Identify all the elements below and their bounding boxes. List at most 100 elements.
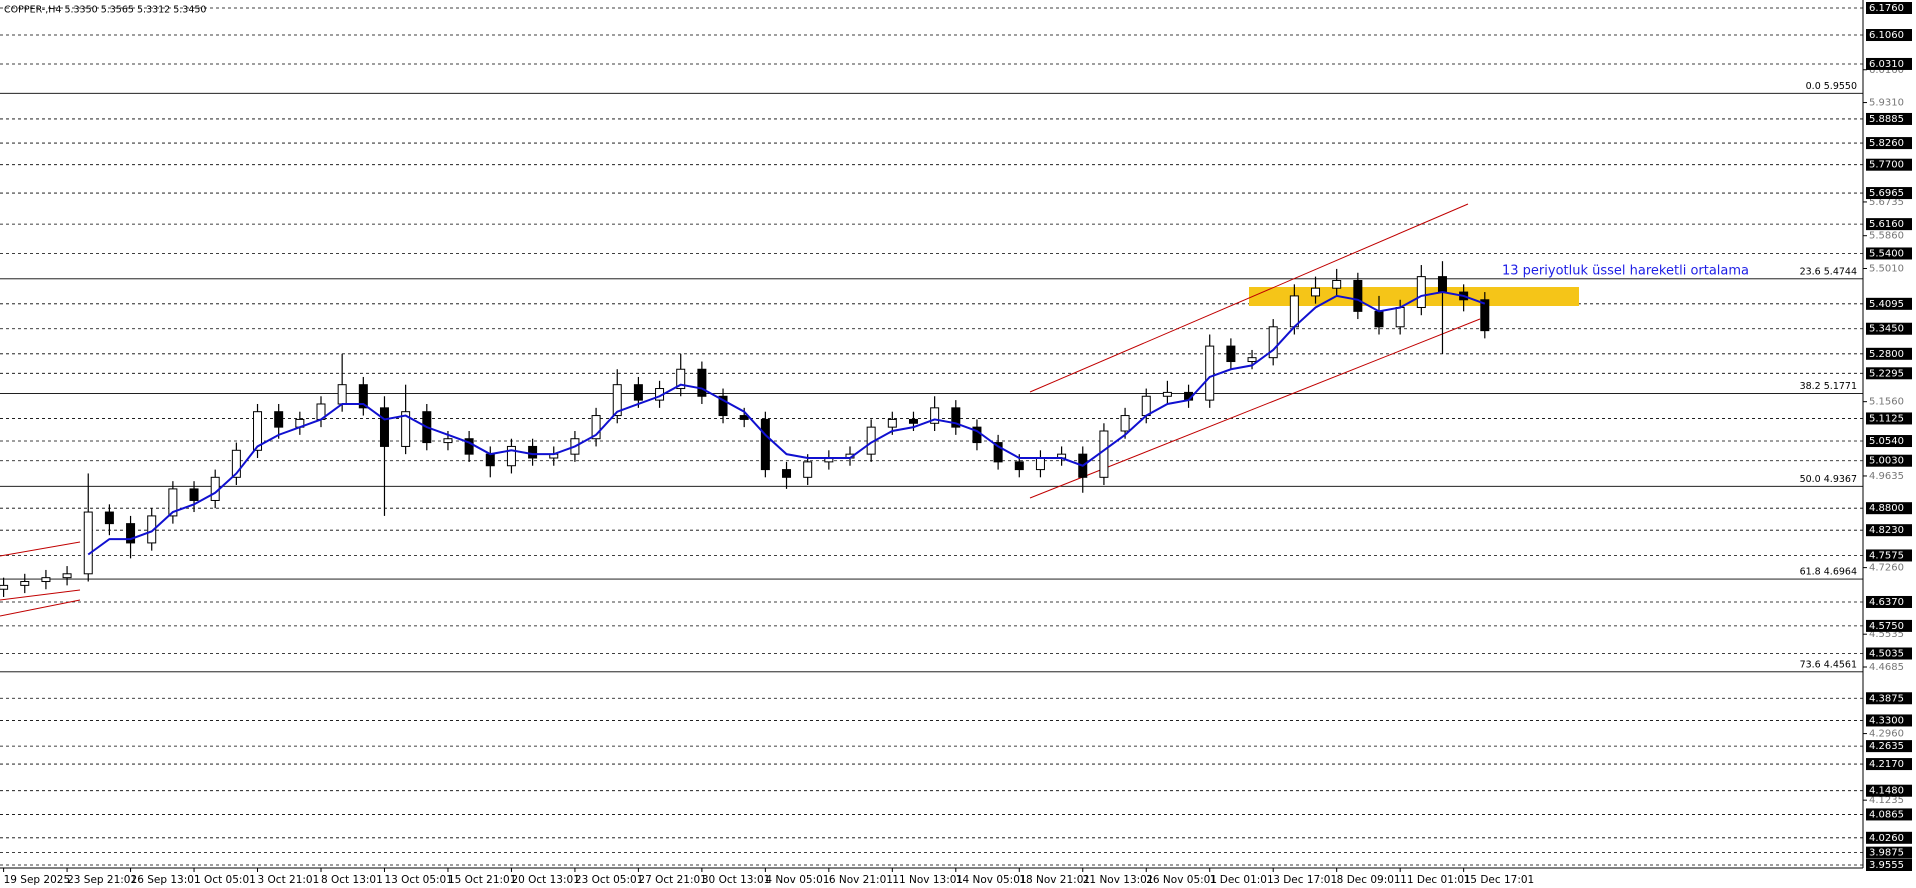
x-tick-label: 11 Nov 13:01 <box>892 874 963 886</box>
level-label: 5.8885 <box>1869 114 1904 125</box>
channel-upper <box>1029 203 1469 393</box>
candle-body <box>760 418 770 471</box>
level-label: 4.7575 <box>1869 550 1904 561</box>
candle-body <box>1247 357 1257 363</box>
level-label-box <box>1866 347 1912 360</box>
candle-body <box>0 584 9 590</box>
candle-body <box>697 368 707 397</box>
level-label: 4.1480 <box>1869 786 1904 797</box>
level-label-box <box>1866 758 1912 771</box>
candle-body <box>62 573 72 579</box>
candle-body <box>104 511 114 525</box>
ema-line <box>87 291 1486 556</box>
candle-body <box>41 577 51 583</box>
level-label: 4.8230 <box>1869 525 1904 536</box>
candle-body <box>803 461 813 478</box>
candle-body <box>20 581 30 586</box>
level-label-box <box>1866 692 1912 705</box>
fib-label: 61.8 4.6964 <box>1800 567 1857 578</box>
candle-body <box>951 407 961 428</box>
candle-body <box>887 418 897 428</box>
level-label-box <box>1866 549 1912 562</box>
level-label-box <box>1866 740 1912 753</box>
candle-body <box>1141 395 1151 417</box>
level-label: 4.5035 <box>1869 648 1904 659</box>
x-tick-label: 21 Nov 13:01 <box>1083 874 1154 886</box>
level-label: 6.1760 <box>1869 3 1904 14</box>
level-label-box <box>1866 158 1912 171</box>
x-tick-label: 23 Oct 05:01 <box>575 874 643 886</box>
x-tick-label: 11 Dec 01:01 <box>1400 874 1471 886</box>
level-label-box <box>1866 831 1912 844</box>
candle-body <box>1120 415 1130 432</box>
y-tick-label: 4.9635 <box>1869 471 1904 482</box>
fib-label: 0.0 5.9550 <box>1806 81 1857 92</box>
candle-body <box>379 407 389 447</box>
level-label: 5.6160 <box>1869 219 1904 230</box>
candle-body <box>1374 310 1384 328</box>
level-label-box <box>1866 435 1912 448</box>
fib-label: 23.6 5.4744 <box>1800 266 1857 277</box>
y-tick-label: 6.0160 <box>1869 65 1904 76</box>
x-tick-label: 26 Nov 05:01 <box>1146 874 1217 886</box>
level-label-box <box>1866 859 1912 871</box>
y-tick-label: 5.5010 <box>1869 264 1904 275</box>
y-tick-label: 4.2960 <box>1869 729 1904 740</box>
x-tick-label: 13 Oct 05:01 <box>384 874 452 886</box>
level-label-box <box>1866 524 1912 537</box>
x-tick-label: 27 Oct 21:01 <box>638 874 706 886</box>
x-tick-label: 3 Dec 17:01 <box>1273 874 1337 886</box>
ema-annotation: 13 periyotluk üssel hareketli ortalama <box>1502 264 1749 279</box>
level-label: 5.0540 <box>1869 436 1904 447</box>
candle-body <box>993 442 1003 463</box>
level-label-box <box>1866 784 1912 797</box>
level-label-box <box>1866 619 1912 632</box>
level-label: 5.1125 <box>1869 413 1904 424</box>
candle-body <box>1162 391 1172 397</box>
candle-body <box>1289 295 1299 328</box>
candle-body <box>443 438 453 444</box>
candle-body <box>464 438 474 455</box>
level-label: 5.6965 <box>1869 188 1904 199</box>
level-label: 5.4095 <box>1869 299 1904 310</box>
channel-mid-left <box>0 589 81 601</box>
candle-body <box>337 384 347 405</box>
y-tick-label: 4.5535 <box>1869 629 1904 640</box>
candle-body <box>126 523 136 544</box>
candle-body <box>506 445 516 467</box>
level-label: 5.0030 <box>1869 456 1904 467</box>
y-tick-label: 5.1560 <box>1869 397 1904 408</box>
level-label-box <box>1866 367 1912 380</box>
level-label-box <box>1866 808 1912 821</box>
level-label: 6.0310 <box>1869 59 1904 70</box>
x-tick-label: 1 Oct 05:01 <box>194 874 256 886</box>
candle-body <box>1437 276 1447 293</box>
level-label-box <box>1866 322 1912 335</box>
candle-body <box>930 407 940 424</box>
x-tick-label: 18 Nov 21:01 <box>1019 874 1090 886</box>
candle-body <box>253 411 263 451</box>
level-label: 6.1060 <box>1869 30 1904 41</box>
channel-lower-left <box>0 599 81 617</box>
candle-body <box>1035 457 1045 471</box>
candle-body <box>1099 430 1109 478</box>
channel-upper-left <box>0 541 81 557</box>
level-label-box <box>1866 502 1912 515</box>
candle-body <box>147 515 157 544</box>
candle-body <box>633 384 643 401</box>
candle-body <box>231 449 241 478</box>
candle-body <box>612 384 622 417</box>
candle-body <box>1311 287 1321 297</box>
level-label-box <box>1866 714 1912 727</box>
candle-body <box>1416 276 1426 308</box>
y-tick-label: 4.4685 <box>1869 662 1904 673</box>
y-tick-label: 5.9310 <box>1869 98 1904 109</box>
axis: 6.0160 5.9310 5.6735 5.5860 5.5010 5.1560 4.96… <box>3 2 1912 886</box>
x-tick-label: 8 Oct 13:01 <box>321 874 383 886</box>
candles <box>0 261 1490 597</box>
level-label: 4.6370 <box>1869 597 1904 608</box>
level-label-box <box>1866 247 1912 260</box>
level-label: 4.2635 <box>1869 741 1904 752</box>
level-label: 5.5400 <box>1869 248 1904 259</box>
